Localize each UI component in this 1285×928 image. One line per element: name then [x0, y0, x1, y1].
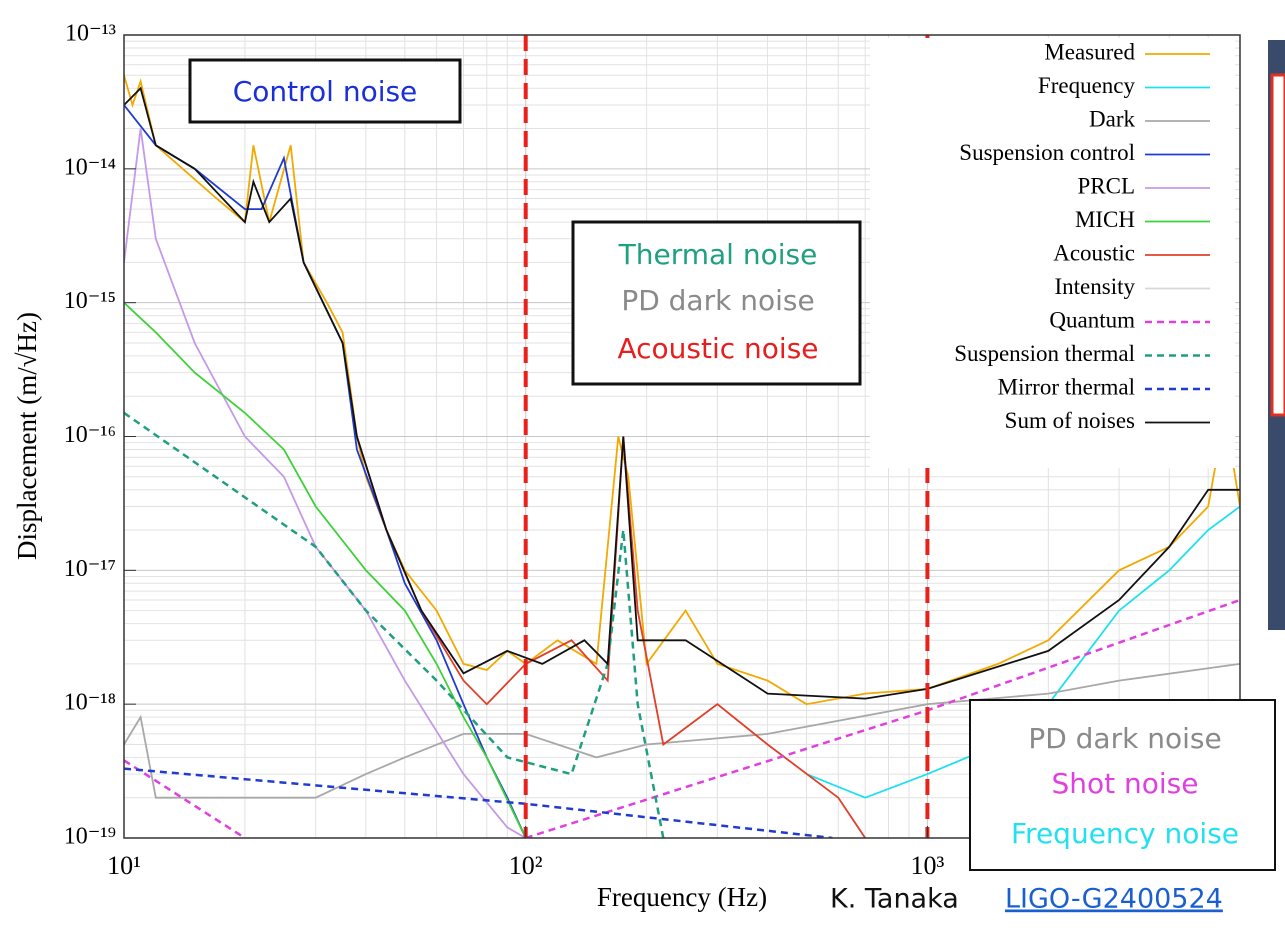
annotation-box — [969, 699, 1276, 871]
annotation: PD dark noise — [621, 284, 814, 317]
axes: 10¹ 10² 10³ 10⁻¹³ 10⁻¹⁴ 10⁻¹⁵ 10⁻¹⁶ 10⁻¹⁷ 10⁻¹⁸ 1… — [64, 21, 945, 880]
series-line — [124, 104, 527, 838]
legend-label: Frequency — [1038, 73, 1136, 98]
series-line — [124, 75, 1240, 706]
legend-label: PRCL — [1077, 173, 1135, 198]
y-tick-label: 10⁻¹⁴ — [64, 154, 116, 180]
y-tick-label: 10⁻¹⁷ — [64, 556, 116, 582]
legend-label: Sum of noises — [1005, 408, 1135, 433]
y-tick-label: 10⁻¹⁸ — [64, 690, 116, 716]
annotation: Thermal noise — [618, 238, 818, 271]
series-line — [124, 663, 1240, 799]
legend-label: Mirror thermal — [998, 374, 1135, 399]
x-tick-label: 10¹ — [107, 851, 141, 880]
annotation: Acoustic noise — [617, 332, 818, 365]
y-axis-label: Displacement (m/√Hz) — [12, 312, 42, 560]
legend-label: Suspension control — [959, 140, 1135, 165]
x-tick-label: 10² — [509, 851, 543, 880]
legend: Measured Frequency Dark Suspension control P… — [870, 38, 1235, 468]
author: K. Tanaka — [830, 884, 959, 915]
annotation: Shot noise — [1052, 767, 1199, 800]
legend-label: Suspension thermal — [954, 341, 1135, 366]
series-line — [124, 302, 527, 838]
reference-link[interactable]: LIGO-G2400524 — [1005, 884, 1223, 915]
plot-lines — [124, 35, 1240, 838]
legend-label: Quantum — [1049, 307, 1135, 332]
legend-background — [870, 38, 1235, 468]
y-tick-label: 10⁻¹⁶ — [64, 422, 116, 448]
annotation-box — [188, 58, 462, 124]
y-tick-label: 10⁻¹⁹ — [64, 824, 116, 850]
series-line — [124, 411, 665, 838]
annotation: Frequency noise — [1011, 817, 1239, 850]
legend-label: Measured — [1044, 39, 1135, 64]
annotation-box — [571, 220, 862, 386]
legend-label: Acoustic — [1053, 240, 1135, 265]
series-line — [356, 436, 866, 838]
series-line — [124, 86, 1240, 700]
legend-label: MICH — [1075, 207, 1135, 232]
y-tick-label: 10⁻¹⁵ — [64, 288, 116, 314]
series-line — [124, 767, 833, 838]
legend-label: Intensity — [1055, 274, 1136, 299]
series-line — [124, 128, 527, 838]
legend-label: Dark — [1089, 106, 1135, 131]
x-axis-label: Frequency (Hz) — [597, 882, 767, 912]
annotation: Control noise — [233, 75, 418, 108]
y-tick-label: 10⁻¹³ — [65, 21, 116, 47]
side-image-frame — [1270, 73, 1285, 417]
annotation: PD dark noise — [1028, 722, 1221, 755]
x-tick-label: 10³ — [911, 851, 945, 880]
